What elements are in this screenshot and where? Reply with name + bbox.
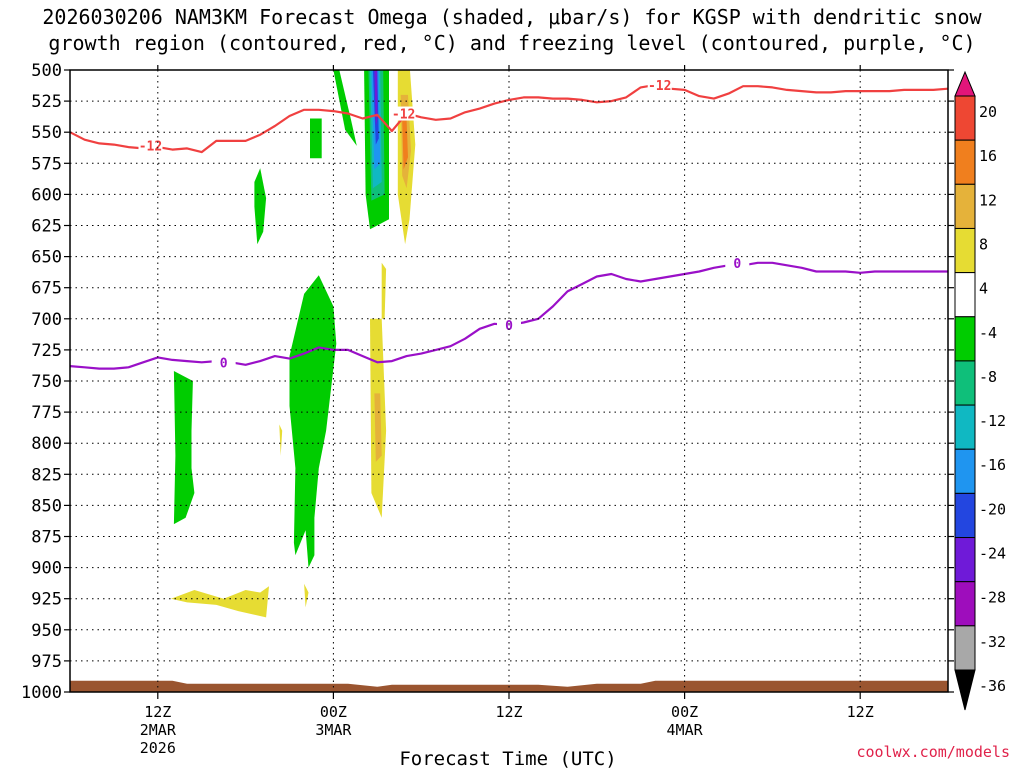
colorbar-label: -36 [979, 677, 1006, 695]
grid-lines [70, 70, 948, 692]
contour-line-0 [70, 261, 948, 370]
y-tick-label: 625 [31, 217, 62, 237]
contour-label-bg [647, 77, 672, 92]
colorbar-label: 8 [979, 235, 988, 253]
omega-region-0 [333, 70, 357, 146]
contour-label-0: 0 [733, 257, 741, 272]
colorbar-box [954, 272, 976, 318]
colorbar-label: 20 [979, 103, 997, 121]
y-tick-label: 875 [31, 528, 62, 548]
colorbar-box [954, 139, 976, 185]
x-axis-label: Forecast Time (UTC) [399, 748, 616, 768]
colorbar-box [954, 227, 976, 274]
contour-label--12: -12 [139, 139, 162, 154]
colorbar-box [954, 581, 976, 627]
y-tick-label: 600 [31, 185, 62, 205]
y-tick-label: 975 [31, 652, 62, 672]
credit-text: coolwx.com/models [856, 743, 1010, 761]
x-tick-label: 3MAR [315, 721, 352, 739]
contour-label-bg [391, 106, 416, 121]
y-tick-label: 650 [31, 248, 62, 268]
contour-line--12 [70, 83, 948, 154]
y-tick-label: 725 [31, 341, 62, 361]
y-tick-label: 700 [31, 310, 62, 330]
colorbar-bottom-arrow [954, 669, 976, 711]
y-tick-label: 575 [31, 154, 62, 174]
colorbar-box [954, 448, 976, 494]
colorbar-top-arrow [954, 70, 976, 97]
colorbar: 20 16 12 8 4 -4 -8 -12 -16 -20 -24 -28 -32 -36 [954, 70, 1006, 711]
colorbar-box [954, 492, 976, 539]
y-tick-label: 900 [31, 559, 62, 579]
contour-label-bg [497, 318, 521, 333]
colorbar-box [954, 360, 976, 406]
colorbar-box [954, 537, 976, 583]
colorbar-label: 16 [979, 147, 997, 165]
colorbar-box [954, 316, 976, 362]
x-tick-label: 2026 [140, 739, 176, 757]
y-tick-label: 675 [31, 279, 62, 299]
colorbar-label: -24 [979, 545, 1006, 563]
contour-label-bg [211, 355, 236, 370]
omega-region-15 [374, 393, 382, 462]
colorbar-label: 4 [979, 280, 988, 298]
x-tick-label: 00Z [320, 703, 347, 721]
x-tick-label: 00Z [671, 703, 698, 721]
x-tick-label: 12Z [847, 703, 874, 721]
axes: 500 525 550 575 600 625 650 675 700 725 750 775 800 8… [21, 61, 954, 757]
y-tick-label: 500 [31, 61, 62, 81]
chart-title-line2: growth region (contoured, red, °C) and f… [48, 31, 975, 55]
colorbar-label: -28 [979, 589, 1006, 607]
x-tick-label: 4MAR [667, 721, 704, 739]
omega-region-16 [381, 262, 387, 319]
colorbar-label: -12 [979, 412, 1006, 430]
omega-region-2 [254, 168, 267, 245]
y-tick-label: 550 [31, 123, 62, 143]
omega-region-19 [304, 583, 309, 608]
x-tick-label: 12Z [495, 703, 522, 721]
y-tick-label: 525 [31, 92, 62, 112]
contour-label-0: 0 [505, 319, 513, 334]
colorbar-label: -32 [979, 633, 1006, 651]
y-tick-label: 1000 [21, 683, 62, 703]
colorbar-label: -4 [979, 324, 997, 342]
colorbar-box [954, 404, 976, 450]
x-tick-label: 12Z [144, 703, 171, 721]
y-tick-label: 800 [31, 434, 62, 454]
plot-area: -12 -12 -12 0 0 0 [70, 70, 948, 692]
contour-label-bg [725, 255, 750, 270]
omega-region-17 [279, 424, 283, 456]
chart-title-line1: 2026030206 NAM3KM Forecast Omega (shaded… [42, 5, 982, 29]
contour-label-0: 0 [220, 356, 228, 371]
y-tick-label: 825 [31, 465, 62, 485]
colorbar-label: -20 [979, 500, 1006, 518]
colorbar-label: -8 [979, 368, 997, 386]
y-tick-label: 850 [31, 496, 62, 516]
omega-region-18 [171, 586, 269, 618]
colorbar-box [954, 625, 976, 671]
contour-label-bg [138, 138, 163, 153]
colorbar-label: -16 [979, 456, 1006, 474]
omega-region-10 [374, 70, 378, 126]
omega-region-3 [173, 371, 195, 525]
contour-label--12: -12 [392, 108, 415, 123]
omega-region-1 [310, 118, 322, 159]
x-tick-label: 2MAR [140, 721, 177, 739]
y-tick-label: 750 [31, 372, 62, 392]
title-block: 2026030206 NAM3KM Forecast Omega (shaded… [42, 5, 982, 55]
y-tick-label: 925 [31, 590, 62, 610]
contour-label--12: -12 [648, 79, 671, 94]
colorbar-label: 12 [979, 191, 997, 209]
colorbar-box [954, 95, 976, 141]
y-tick-label: 950 [31, 621, 62, 641]
y-tick-label: 775 [31, 403, 62, 423]
colorbar-box [954, 183, 976, 229]
